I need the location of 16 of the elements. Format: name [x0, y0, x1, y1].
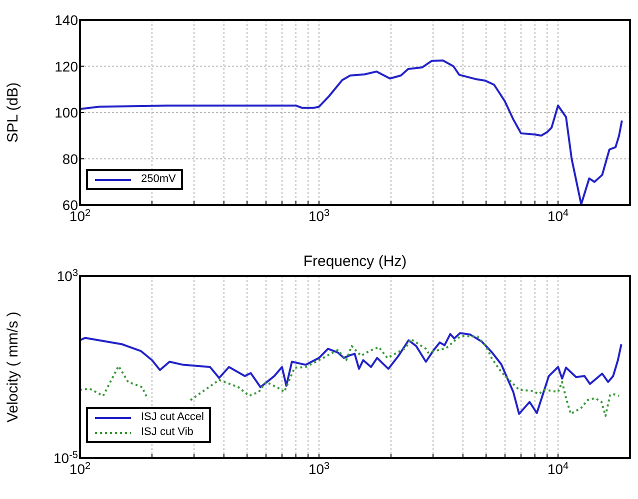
legend-label: ISJ cut Vib — [141, 425, 194, 440]
x-axis-title: Frequency (Hz) — [303, 253, 407, 270]
y-tick-label: 140 — [54, 12, 78, 28]
y-axis-title: SPL (dB) — [4, 82, 22, 143]
y-tick-label: 120 — [54, 58, 78, 74]
x-tick-label: 10$^{4}$ — [547, 460, 570, 477]
legend-label: 250mV — [141, 172, 176, 187]
y-tick-label: 10$^{3}$ — [56, 268, 78, 284]
y-tick-label: 80 — [62, 150, 78, 167]
x-tick-label: 10$^{4}$ — [547, 208, 570, 224]
x-tick-label: 10$^{3}$ — [308, 460, 330, 477]
x-tick-label: 10$^{3}$ — [308, 208, 330, 224]
x-tick-label: 10$^{2}$ — [69, 460, 92, 477]
legend-label: ISJ cut Accel — [141, 410, 204, 425]
y-tick-label: 100 — [54, 104, 78, 120]
y-axis-title: Velocity ( mm/s ) — [4, 312, 22, 422]
